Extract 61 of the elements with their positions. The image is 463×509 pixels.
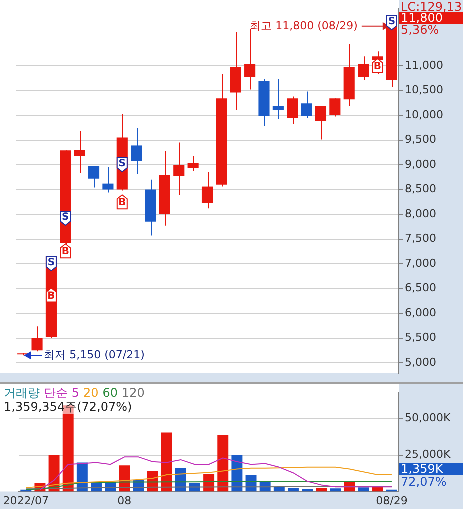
bar	[302, 489, 314, 492]
annotation: B	[62, 246, 70, 258]
text: 120	[122, 386, 145, 400]
bar	[218, 436, 229, 492]
x-tick-label: 08/29	[376, 494, 408, 508]
annotation: S	[48, 258, 56, 269]
y-tick-label: 10,500	[405, 84, 444, 97]
y-tick-label: 10,000	[405, 108, 444, 122]
candlestick	[188, 156, 199, 172]
annotation: 1,359,354주(72,07%)	[4, 400, 134, 414]
text: 72,07%	[400, 475, 448, 489]
y-tick-label: 25,000K	[405, 448, 452, 462]
bar	[316, 488, 328, 492]
annotation: 최저 5,150 (07/21)	[44, 348, 145, 362]
text: 1,359K	[399, 462, 463, 476]
y-tick-label: 9,000	[405, 158, 436, 171]
bar	[372, 487, 384, 492]
text: 60	[102, 386, 118, 400]
text: 11,800	[399, 11, 463, 25]
candlestick	[272, 78, 284, 120]
x-tick-label: 2022/07	[3, 494, 49, 508]
text: 5,36%	[400, 23, 440, 37]
text: LC:129,13	[400, 0, 463, 14]
text: 단순 5	[44, 386, 80, 400]
annotation: 최고 11,800 (08/29)	[250, 19, 358, 32]
candlestick	[102, 166, 114, 194]
annotation: B	[48, 290, 56, 302]
annotation: B	[374, 62, 382, 73]
annotation: S	[62, 212, 70, 224]
y-tick-label: 6,000	[405, 306, 436, 320]
y-tick-label: 11,000	[405, 58, 444, 72]
candlestick	[88, 166, 100, 188]
candlestick	[131, 128, 142, 175]
candlestick	[74, 130, 86, 174]
series-label: 거래량	[4, 386, 40, 400]
bar	[288, 488, 299, 492]
x-tick-label: 08	[118, 494, 132, 508]
candlestick	[301, 91, 312, 119]
candlestick	[287, 96, 298, 125]
y-tick-label: 9,500	[405, 133, 436, 146]
annotation: S	[118, 158, 126, 170]
candlestick	[202, 172, 214, 210]
candlestick	[32, 326, 43, 352]
y-tick-label: 50,000K	[405, 412, 452, 425]
candlestick	[330, 98, 341, 118]
candlestick	[358, 56, 370, 81]
y-tick-label: 8,500	[405, 182, 436, 196]
y-tick-label: 5,000	[405, 356, 436, 369]
text: 20	[83, 386, 99, 400]
y-tick-label: 5,500	[405, 331, 436, 344]
candlestick	[315, 106, 327, 140]
y-tick-label: 6,500	[405, 282, 436, 295]
annotation: B	[118, 198, 126, 209]
bar	[330, 488, 342, 492]
y-tick-label: 8,000	[405, 207, 436, 220]
bar	[358, 488, 370, 492]
bar	[161, 432, 172, 492]
candlestick	[174, 142, 185, 196]
y-tick-label: 7,000	[405, 256, 436, 270]
annotation: S	[388, 16, 396, 28]
y-tick-label: 7,500	[405, 232, 436, 246]
